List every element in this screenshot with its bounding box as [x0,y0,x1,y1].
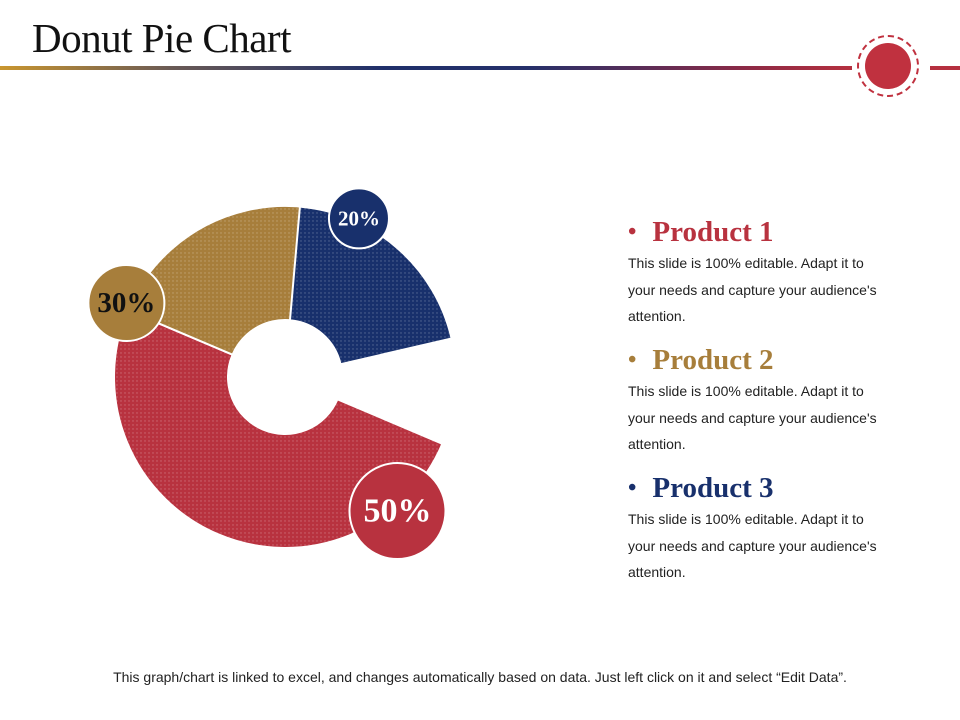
legend-description: This slide is 100% editable. Adapt it to… [628,383,877,452]
legend-item-product-3: • Product 3 This slide is 100% editable.… [628,472,928,586]
decorative-circle-icon [865,43,911,89]
legend-description: This slide is 100% editable. Adapt it to… [628,511,877,580]
slice-label-product-2: 30% [87,264,166,343]
slice-label-product-3: 20% [327,187,390,250]
svg-text:50%: 50% [363,493,431,530]
legend-title: Product 1 [652,216,774,248]
bullet-icon: • [628,219,637,245]
slice-label-product-1: 50% [348,462,447,561]
svg-text:20%: 20% [338,206,380,230]
footnote: This graph/chart is linked to excel, and… [113,669,847,685]
header-divider [0,66,852,70]
legend-item-product-2: • Product 2 This slide is 100% editable.… [628,344,928,458]
bullet-icon: • [628,475,637,501]
svg-text:30%: 30% [97,287,155,319]
donut-slice-product-3[interactable] [288,205,453,366]
decorative-dashed-ring [857,35,919,97]
bullet-icon: • [628,347,637,373]
legend-title: Product 2 [652,344,774,376]
legend-item-product-1: • Product 1 This slide is 100% editable.… [628,216,928,330]
legend-description: This slide is 100% editable. Adapt it to… [628,255,877,324]
legend-title: Product 3 [652,472,774,504]
page-title: Donut Pie Chart [32,15,291,61]
header-divider-end [930,66,960,70]
